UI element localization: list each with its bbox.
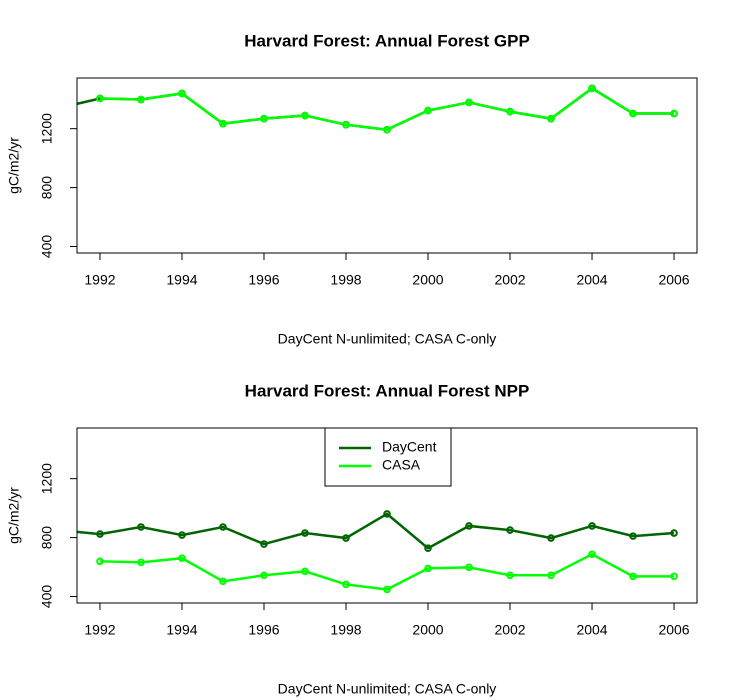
data-point [301, 111, 309, 120]
data-point [465, 563, 473, 572]
x-tick-label: 2004 [576, 622, 607, 638]
plot-frame [76, 77, 698, 254]
y-tick-label: 1200 [39, 463, 55, 494]
y-tick-label: 800 [39, 526, 55, 550]
data-point [342, 120, 350, 129]
x-tick-label: 1994 [166, 272, 197, 288]
x-axis-label: DayCent N-unlimited; CASA C-only [278, 681, 497, 697]
x-tick-label: 1994 [166, 622, 197, 638]
legend-box [324, 427, 452, 487]
legend-label: DayCent [382, 439, 437, 455]
data-point [629, 572, 637, 581]
y-tick-label: 400 [39, 235, 55, 259]
data-point [424, 564, 432, 573]
data-point [219, 577, 227, 586]
chart-title: Harvard Forest: Annual Forest NPP [245, 381, 530, 400]
data-point [96, 94, 104, 103]
data-point [670, 109, 678, 118]
y-tick-label: 1200 [39, 113, 55, 144]
x-tick-label: 2006 [658, 272, 689, 288]
y-tick-label: 400 [39, 585, 55, 609]
x-tick-label: 2002 [494, 272, 525, 288]
data-point [424, 106, 432, 115]
data-point [342, 534, 350, 542]
data-point [506, 526, 514, 534]
data-point [260, 114, 268, 123]
data-point [219, 119, 227, 128]
data-point [506, 571, 514, 580]
x-tick-label: 1992 [84, 622, 115, 638]
data-point [506, 107, 514, 116]
data-point [588, 550, 596, 559]
x-tick-label: 1992 [84, 272, 115, 288]
series-line [77, 512, 675, 550]
data-point [424, 544, 432, 553]
data-point [96, 530, 104, 538]
data-point [588, 522, 596, 530]
data-point [547, 534, 555, 542]
data-point [629, 109, 637, 118]
data-point [670, 529, 678, 537]
data-point [178, 554, 186, 563]
data-point [629, 532, 637, 540]
series-line [99, 552, 675, 591]
y-axis-label: gC/m2/yr [6, 487, 22, 544]
data-point [178, 531, 186, 539]
x-tick-label: 2004 [576, 272, 607, 288]
x-tick-label: 2006 [658, 622, 689, 638]
data-point [383, 585, 391, 594]
series-line [99, 86, 675, 131]
data-point [301, 567, 309, 576]
data-point [383, 510, 391, 518]
data-point [137, 523, 145, 531]
data-point [178, 89, 186, 98]
data-point [465, 522, 473, 530]
y-axis-label: gC/m2/yr [6, 137, 22, 194]
x-tick-label: 1996 [248, 272, 279, 288]
data-point [588, 84, 596, 93]
data-point [342, 580, 350, 589]
data-point [260, 540, 268, 548]
data-point [96, 557, 104, 566]
legend-label: CASA [382, 457, 421, 473]
data-point [137, 95, 145, 104]
x-tick-label: 1998 [330, 272, 361, 288]
x-tick-label: 1996 [248, 622, 279, 638]
x-tick-label: 2000 [412, 272, 443, 288]
data-point [547, 114, 555, 123]
y-tick-label: 800 [39, 176, 55, 200]
data-point [465, 98, 473, 107]
data-point [260, 571, 268, 580]
data-point [301, 529, 309, 537]
x-tick-label: 2002 [494, 622, 525, 638]
x-tick-label: 1998 [330, 622, 361, 638]
data-point [547, 571, 555, 580]
data-point [670, 572, 678, 581]
data-point [219, 523, 227, 531]
x-axis-label: DayCent N-unlimited; CASA C-only [278, 331, 497, 347]
data-point [137, 558, 145, 567]
data-point [383, 125, 391, 134]
x-tick-label: 2000 [412, 622, 443, 638]
chart-title: Harvard Forest: Annual Forest GPP [244, 31, 530, 50]
